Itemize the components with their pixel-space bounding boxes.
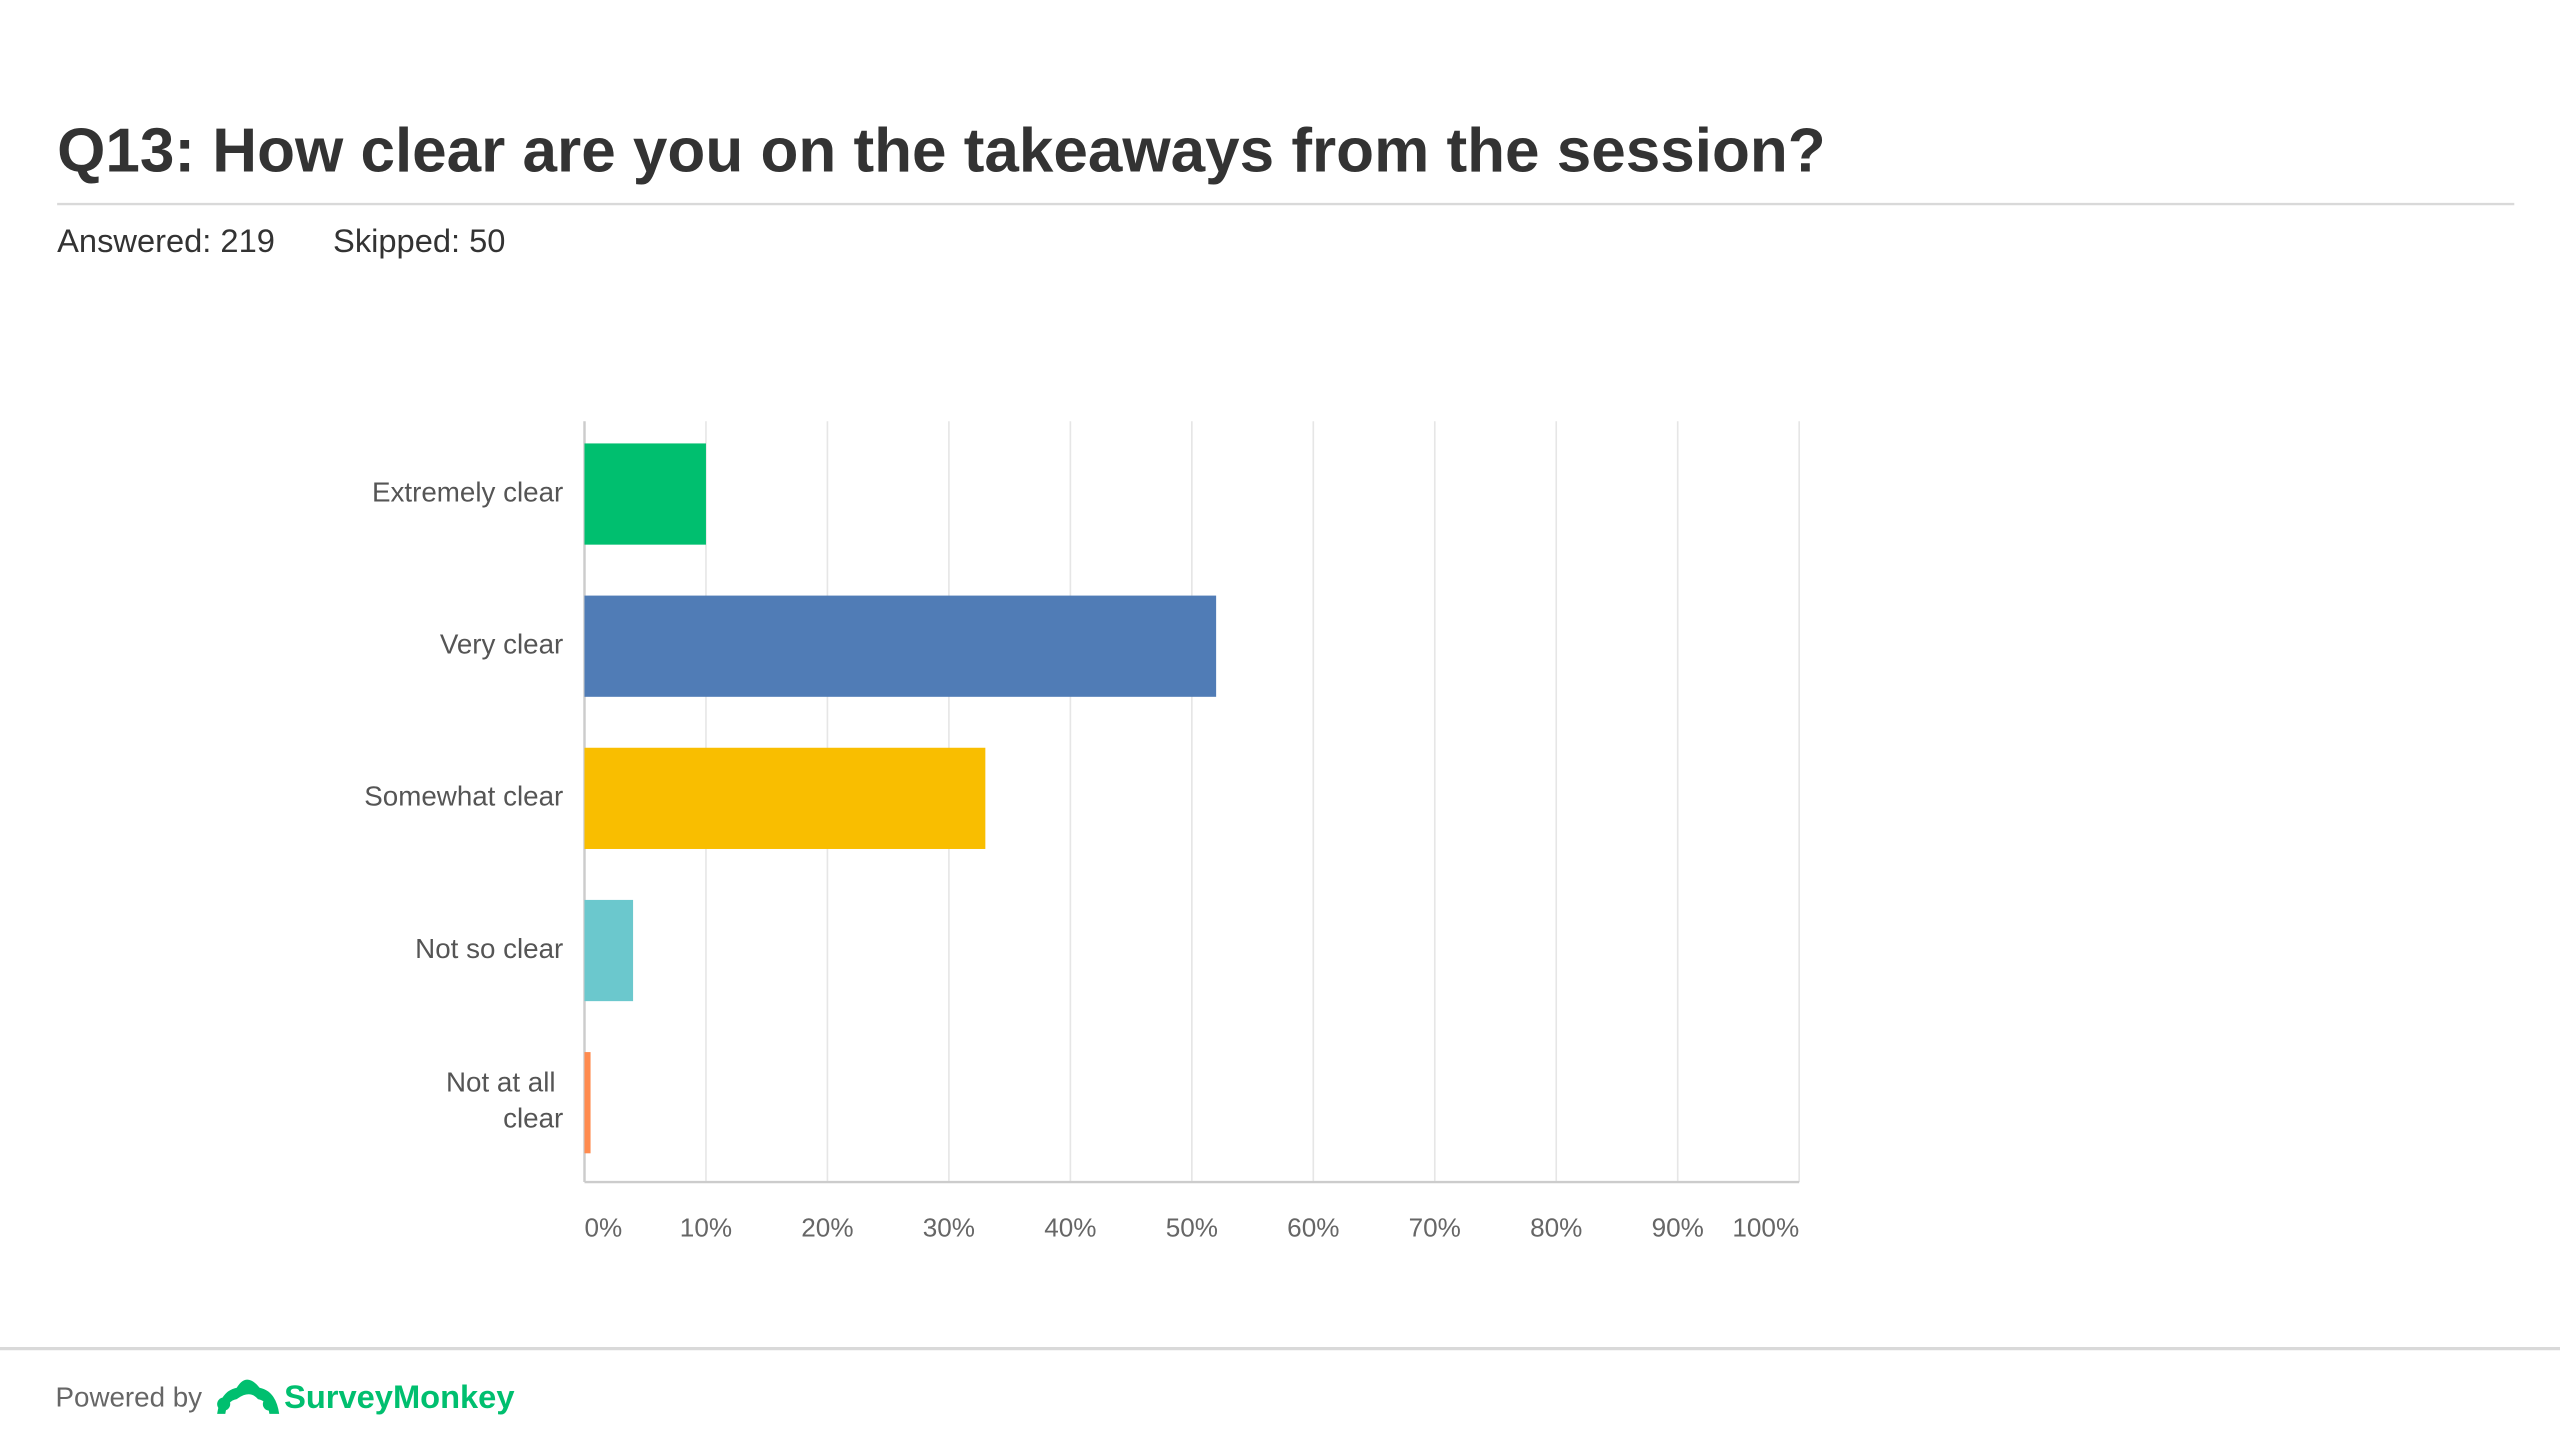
bar (584, 747, 986, 849)
x-tick-label: 40% (1044, 1212, 1096, 1242)
brand-logo-icon (217, 1379, 280, 1414)
bar (584, 443, 706, 545)
x-tick-label: 50% (1166, 1212, 1218, 1242)
bar (584, 1052, 591, 1154)
x-tick-label: 0% (584, 1212, 622, 1242)
x-tick-label: 20% (801, 1212, 853, 1242)
x-tick-label: 100% (1732, 1212, 1799, 1242)
powered-by: Powered by (56, 1382, 203, 1413)
bar (584, 899, 634, 1002)
y-tick-label: Somewhat clear (364, 781, 563, 812)
y-tick-label-line: Not at all (446, 1067, 563, 1098)
y-tick-label: Extremely clear (372, 476, 563, 507)
bar (584, 595, 1217, 697)
y-tick-label: Not so clear (415, 933, 563, 964)
x-tick-label: 10% (680, 1212, 732, 1242)
x-tick-label: 30% (923, 1212, 975, 1242)
chart-title: Q13: How clear are you on the takeaways … (57, 116, 1825, 185)
brand-name: SurveyMonkey (284, 1378, 514, 1415)
y-tick-label-line: clear (503, 1103, 563, 1134)
answered-count: Answered: 219 (57, 222, 275, 259)
y-tick-label: Very clear (440, 629, 563, 660)
y-tick-label: Not at all clear (446, 1067, 563, 1134)
x-tick-label: 80% (1530, 1212, 1582, 1242)
skipped-count: Skipped: 50 (333, 222, 505, 259)
x-tick-label: 70% (1409, 1212, 1461, 1242)
x-tick-label: 90% (1652, 1212, 1704, 1242)
x-tick-label: 60% (1287, 1212, 1339, 1242)
